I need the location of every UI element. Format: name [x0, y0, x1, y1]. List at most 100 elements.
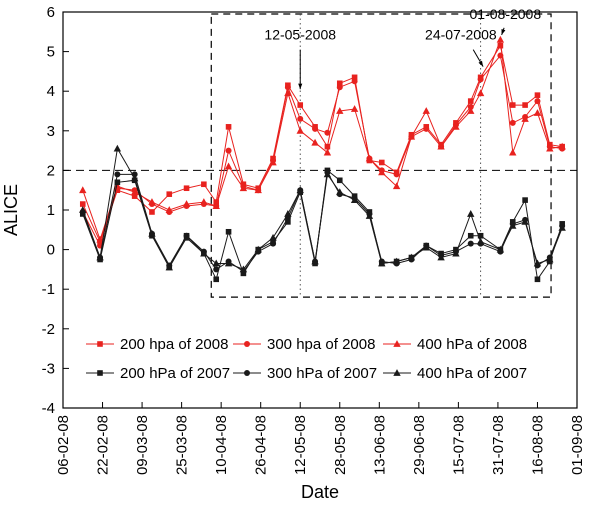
annotation-label: 24-07-2008 — [425, 27, 497, 43]
square-marker — [97, 370, 103, 376]
triangle-marker — [437, 253, 445, 261]
highlight-box — [210, 13, 552, 298]
square-marker — [297, 102, 304, 108]
triangle-marker — [521, 115, 529, 122]
triangle-marker — [378, 168, 386, 176]
legend-label: 300 hpa of 2008 — [267, 336, 375, 353]
triangle-marker — [476, 237, 485, 245]
square-marker — [497, 42, 504, 49]
legend-label: 400 hPa of 2007 — [417, 365, 527, 382]
triangle-marker — [407, 132, 416, 140]
triangle-marker — [311, 257, 319, 265]
x-tick-label: 29-06-08 — [411, 415, 428, 475]
triangle-marker — [437, 142, 445, 150]
square-marker — [534, 276, 541, 283]
legend-label: 300 hPa of 2007 — [267, 365, 377, 382]
annotation-label: 12-05-2008 — [264, 27, 336, 43]
circle-marker — [467, 240, 474, 247]
triangle-marker — [296, 126, 304, 134]
circle-marker — [312, 125, 319, 132]
triangle-marker — [284, 89, 292, 97]
legend-label: 200 hpa of 2008 — [120, 336, 228, 353]
triangle-marker — [558, 223, 566, 231]
series-line-triangle-2008 — [82, 39, 563, 242]
triangle-marker — [496, 35, 505, 43]
triangle-marker — [392, 182, 401, 190]
triangle-marker — [336, 107, 344, 114]
circle-marker — [393, 171, 400, 178]
triangle-marker — [452, 249, 460, 257]
square-marker — [324, 143, 331, 150]
x-tick-label: 16-08-08 — [529, 415, 546, 475]
triangle-marker — [407, 253, 416, 261]
y-tick-label: 3 — [47, 123, 55, 140]
square-marker — [477, 232, 484, 239]
square-marker — [509, 102, 516, 108]
square-marker — [79, 201, 86, 207]
square-marker — [378, 159, 385, 166]
circle-marker — [477, 76, 484, 83]
square-marker — [225, 124, 232, 130]
x-tick-label: 01-09-08 — [569, 415, 586, 475]
triangle-marker — [113, 182, 122, 190]
triangle-marker — [269, 158, 277, 166]
x-tick-label: 28-05-08 — [332, 415, 349, 475]
circle-marker — [336, 84, 343, 91]
square-marker — [467, 232, 474, 239]
square-marker — [336, 80, 343, 87]
y-tick-label: -1 — [42, 281, 55, 298]
y-tick-label: -3 — [42, 360, 55, 377]
x-tick-label: 12-05-08 — [292, 415, 309, 475]
triangle-marker — [392, 257, 401, 265]
triangle-marker — [336, 188, 344, 196]
circle-marker — [114, 171, 121, 178]
triangle-marker — [254, 186, 262, 194]
square-marker — [149, 209, 155, 215]
triangle-marker — [165, 206, 173, 213]
annotation-label: 01-08-2008 — [470, 6, 542, 22]
circle-marker — [213, 266, 220, 273]
triangle-marker — [224, 259, 233, 267]
square-marker — [534, 92, 541, 98]
square-marker — [351, 74, 358, 81]
triangle-marker — [130, 188, 139, 196]
triangle-marker — [96, 253, 104, 261]
x-tick-label: 09-03-08 — [134, 415, 151, 475]
legend-label: 200 hPa of 2007 — [120, 365, 230, 382]
triangle-marker — [558, 142, 566, 150]
square-marker — [213, 199, 220, 205]
y-tick-label: 6 — [47, 4, 55, 21]
triangle-marker — [350, 105, 359, 112]
triangle-marker — [79, 186, 87, 194]
square-marker — [522, 102, 528, 108]
triangle-marker — [200, 249, 208, 257]
triangle-marker — [269, 233, 277, 241]
triangle-marker — [546, 144, 554, 152]
triangle-marker — [224, 162, 233, 170]
triangle-marker — [365, 154, 374, 162]
series-line-circle-2007 — [82, 170, 563, 273]
x-tick-label: 22-02-08 — [95, 415, 112, 475]
square-marker — [114, 179, 121, 186]
series-line-square-2008 — [82, 44, 563, 244]
square-marker — [97, 341, 103, 347]
triangle-marker — [113, 144, 122, 152]
triangle-marker — [393, 340, 401, 347]
square-marker — [336, 177, 343, 184]
triangle-marker — [323, 148, 332, 156]
series-line-circle-2008 — [82, 54, 563, 247]
y-tick-label: 5 — [47, 44, 55, 61]
circle-marker — [351, 78, 358, 85]
triangle-marker — [452, 122, 460, 130]
triangle-marker — [467, 210, 475, 217]
triangle-marker — [365, 212, 374, 219]
x-tick-label: 31-07-08 — [490, 415, 507, 475]
triangle-marker — [350, 196, 359, 203]
circle-marker — [284, 84, 291, 91]
triangle-marker — [130, 174, 139, 182]
y-tick-label: -2 — [42, 321, 55, 338]
circle-marker — [225, 147, 232, 154]
triangle-marker — [148, 229, 156, 237]
circle-marker — [270, 240, 277, 247]
x-tick-label: 26-04-08 — [253, 415, 270, 475]
